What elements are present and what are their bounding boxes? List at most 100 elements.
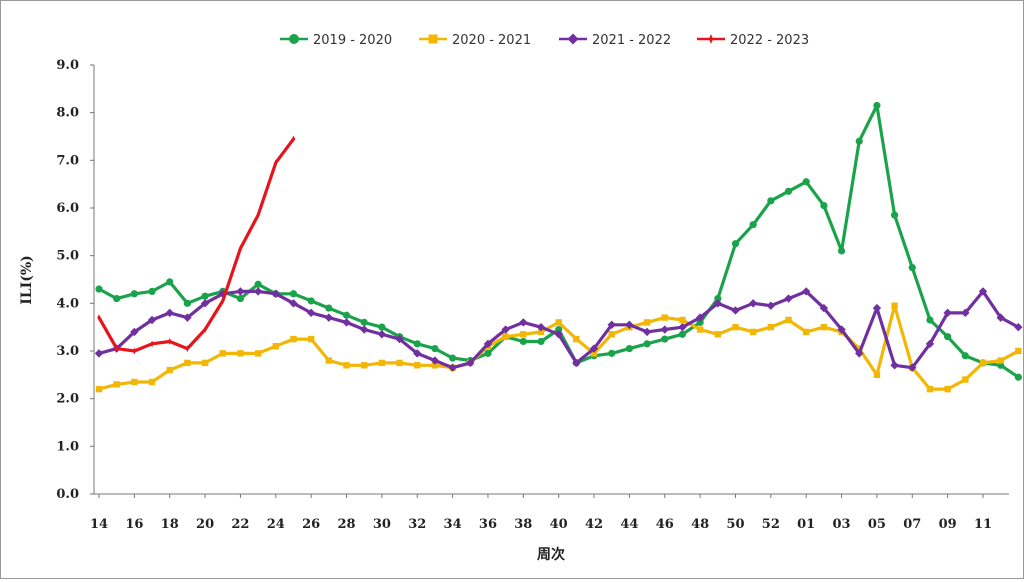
data-point — [466, 358, 475, 368]
data-point — [554, 330, 563, 339]
x-tick-label: 42 — [585, 517, 603, 532]
x-tick-label: 48 — [691, 517, 709, 532]
data-point — [1014, 373, 1022, 381]
x-tick-label: 32 — [408, 517, 426, 532]
data-point — [961, 352, 969, 360]
legend-label: 2022 - 2023 — [730, 33, 809, 48]
data-point — [483, 339, 493, 349]
data-point — [961, 308, 970, 318]
data-point — [219, 350, 226, 357]
y-tick-label: 7.0 — [56, 153, 79, 168]
data-point — [148, 378, 156, 386]
data-point — [926, 316, 934, 324]
data-point — [766, 301, 776, 310]
x-tick-label: 30 — [373, 517, 391, 532]
data-point — [131, 378, 138, 386]
data-point — [573, 335, 580, 343]
data-point — [377, 330, 387, 339]
data-point — [749, 328, 757, 336]
series-layer — [94, 101, 1023, 393]
data-point — [97, 314, 101, 322]
data-point — [307, 297, 315, 305]
data-point — [607, 320, 616, 329]
data-point — [113, 294, 121, 303]
data-point — [130, 327, 139, 337]
data-point — [361, 362, 368, 369]
data-point — [997, 357, 1004, 364]
y-tick-label: 1.0 — [56, 439, 79, 454]
data-point — [166, 366, 173, 374]
data-point — [944, 333, 952, 341]
data-point — [200, 299, 210, 308]
x-tick-label: 44 — [620, 517, 638, 532]
y-tick-label: 6.0 — [56, 201, 79, 216]
legend-marker — [567, 33, 579, 45]
data-point — [643, 319, 651, 326]
data-point — [291, 135, 295, 143]
legend-label: 2021 - 2022 — [592, 33, 671, 48]
data-point — [166, 278, 174, 286]
data-point — [661, 335, 669, 343]
data-point — [150, 340, 154, 348]
data-point — [732, 323, 739, 331]
data-point — [1014, 322, 1023, 332]
series-2022-2023 — [97, 135, 296, 355]
data-point — [820, 201, 828, 210]
data-point — [519, 318, 528, 327]
data-point — [714, 331, 721, 338]
data-point — [203, 326, 207, 334]
legend-item: 2022 - 2023 — [697, 33, 809, 48]
data-point — [484, 349, 492, 357]
data-point — [431, 345, 439, 353]
data-point — [767, 323, 775, 331]
data-point — [855, 137, 863, 145]
data-point — [767, 197, 775, 205]
x-tick-label: 03 — [833, 517, 851, 532]
x-tick-label: 36 — [479, 517, 497, 532]
data-point — [132, 347, 136, 355]
legend: 2019 - 2020 2020 - 2021 2021 - 2022 2022 - … — [280, 33, 809, 48]
data-point — [324, 313, 334, 322]
data-point — [306, 308, 316, 318]
data-point — [95, 285, 103, 293]
data-point — [1015, 347, 1022, 355]
x-tick-label: 16 — [125, 517, 143, 532]
data-point — [820, 323, 828, 331]
data-point — [448, 363, 457, 372]
data-point — [803, 328, 810, 336]
y-tick-label: 3.0 — [56, 344, 79, 359]
x-tick-label: 22 — [231, 517, 249, 532]
x-tick-label: 01 — [797, 517, 815, 532]
x-tick-label: 20 — [196, 517, 214, 532]
data-point — [784, 187, 793, 195]
data-point — [784, 294, 793, 303]
data-point — [679, 316, 686, 324]
data-point — [254, 280, 262, 288]
data-point — [978, 287, 988, 296]
x-tick-label: 09 — [939, 517, 957, 532]
data-point — [502, 333, 509, 340]
data-point — [325, 304, 333, 312]
axes — [93, 65, 1009, 495]
data-point — [289, 290, 298, 298]
data-point — [555, 325, 563, 334]
data-point — [165, 308, 174, 318]
data-point — [256, 211, 260, 219]
data-point — [873, 371, 881, 379]
data-point — [147, 315, 157, 325]
data-point — [113, 381, 120, 388]
data-point — [520, 331, 527, 338]
data-point — [802, 178, 810, 186]
data-point — [254, 350, 262, 357]
x-axis-ticks: 14 16 18 20 22 24 26 28 30 32 34 36 38 40 42 44 46 48 50 52… — [90, 494, 992, 532]
data-point — [183, 313, 192, 322]
legend-item: 2021 - 2022 — [559, 33, 671, 48]
x-tick-label: 38 — [514, 517, 532, 532]
data-point — [819, 303, 829, 313]
data-point — [537, 328, 545, 336]
data-point — [238, 244, 242, 252]
data-point — [536, 322, 546, 332]
legend-marker — [428, 34, 438, 44]
x-axis-title: 周次 — [537, 546, 565, 563]
